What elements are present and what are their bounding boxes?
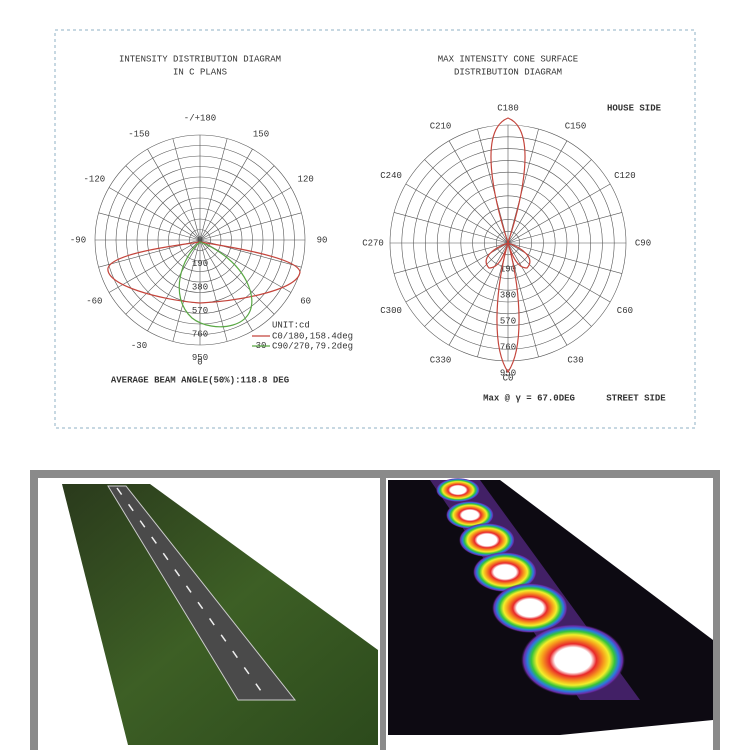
light-spot — [492, 583, 568, 633]
curve-c0 — [107, 241, 301, 304]
light-spot — [446, 501, 494, 529]
road-marking — [116, 487, 267, 699]
grid-ring — [448, 183, 568, 303]
grid-ring — [157, 197, 243, 283]
grid-ring — [105, 145, 295, 335]
angle-label: C270 — [362, 238, 384, 248]
intensity-curve — [485, 117, 531, 374]
legend-label: C0/180,158.4deg — [272, 331, 353, 341]
angle-label: -150 — [128, 130, 150, 140]
light-spot — [473, 552, 537, 592]
street-side: STREET SIDE — [606, 393, 666, 403]
angle-label: C120 — [614, 171, 636, 181]
road — [107, 485, 297, 701]
grid-ring — [126, 166, 274, 314]
light-spot — [521, 624, 625, 696]
light-spot — [459, 523, 515, 557]
renderings — [30, 470, 720, 750]
angle-label: C30 — [567, 355, 583, 365]
angle-label: 60 — [300, 296, 311, 306]
grid-ring — [425, 160, 591, 326]
grid-ring — [472, 207, 544, 279]
angle-label: -90 — [70, 235, 86, 245]
radial-label: 950 — [500, 368, 516, 378]
angle-label: C0 — [503, 373, 514, 383]
angle-label: 150 — [253, 130, 269, 140]
house-side: HOUSE SIDE — [607, 103, 662, 113]
radial-label: 950 — [192, 353, 208, 363]
title-line: MAX INTENSITY CONE SURFACE — [438, 54, 578, 64]
grid-ring — [413, 148, 603, 338]
angle-label: 90 — [317, 235, 328, 245]
unit: UNIT:cd — [272, 320, 310, 330]
grid-ring — [389, 124, 627, 362]
angle-label: C210 — [430, 121, 452, 131]
grid-ring — [401, 136, 615, 350]
angle-label: -/+180 — [184, 113, 216, 123]
right-diagram: 950760570380190C210C240C270C300C330C0C30… — [362, 54, 666, 403]
grid-ring — [178, 218, 222, 262]
light-spot — [436, 478, 480, 502]
curve-c90 — [178, 241, 253, 328]
angle-label: 120 — [298, 174, 314, 184]
grid-ring — [115, 155, 285, 325]
angle-label: -60 — [86, 296, 102, 306]
left-diagram: 9507605703801900-150-120-90-60-300306090… — [70, 54, 353, 385]
angle-label: -120 — [84, 174, 106, 184]
angle-label: C90 — [635, 238, 651, 248]
angle-label: -30 — [131, 341, 147, 351]
angle-label: C240 — [380, 171, 402, 181]
angle-label: C330 — [430, 355, 452, 365]
angle-label: 0 — [197, 357, 202, 367]
angle-label: C150 — [565, 121, 587, 131]
title-line: INTENSITY DISTRIBUTION DIAGRAM — [119, 54, 281, 64]
diagram-frame — [54, 29, 696, 429]
title-line: IN C PLANS — [173, 67, 227, 77]
angle-label: C60 — [617, 306, 633, 316]
angle-label: C300 — [380, 306, 402, 316]
grid-ring — [460, 195, 556, 291]
title-line: DISTRIBUTION DIAGRAM — [454, 67, 562, 77]
grid-ring — [168, 208, 232, 272]
grid-ring — [189, 229, 211, 251]
angle-label: C180 — [497, 103, 519, 113]
grid-ring — [94, 134, 306, 346]
legend-label: C90/270,79.2deg — [272, 341, 353, 351]
footer: AVERAGE BEAM ANGLE(50%):118.8 DEG — [111, 375, 289, 385]
grid-ring — [495, 230, 521, 256]
grid-ring — [147, 187, 253, 293]
grid-ring — [484, 219, 532, 267]
max-note: Max @ γ = 67.0DEG — [483, 393, 575, 403]
grid-ring — [436, 171, 580, 315]
